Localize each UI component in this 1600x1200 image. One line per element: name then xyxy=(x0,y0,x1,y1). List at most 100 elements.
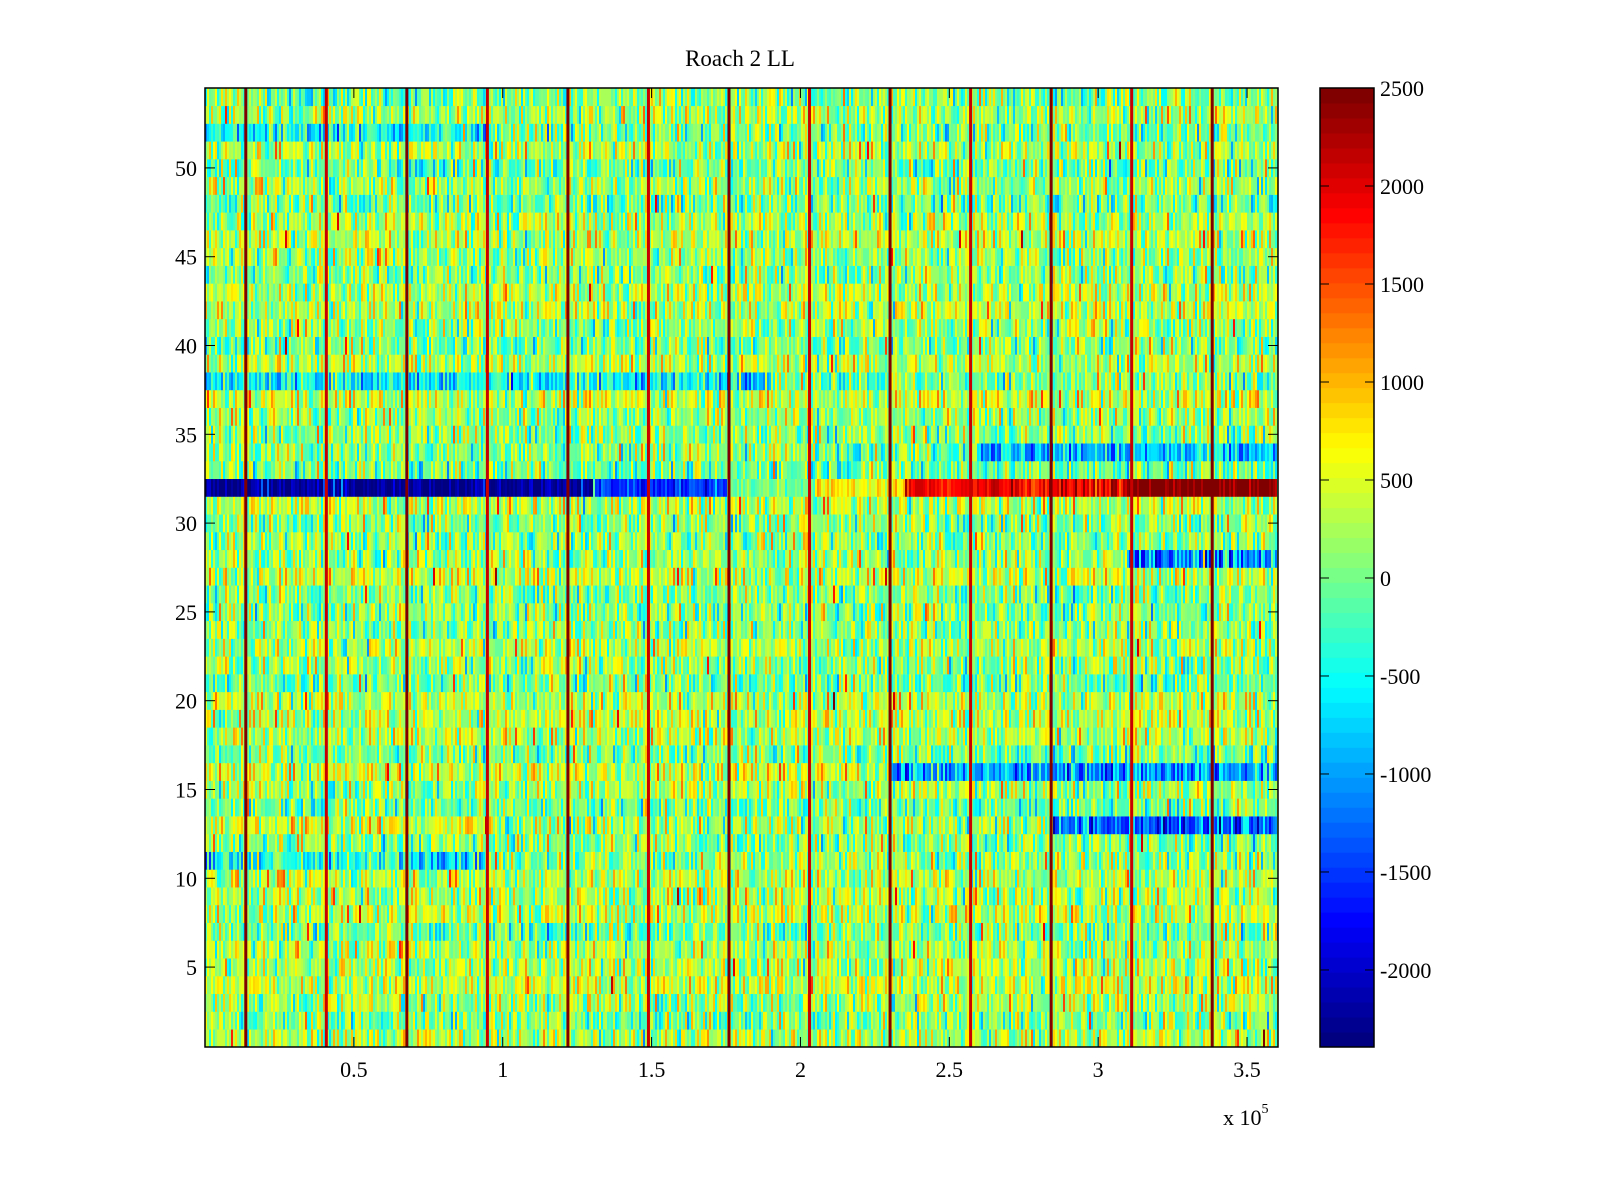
heatmap-cell xyxy=(1083,940,1085,958)
heatmap-cell xyxy=(935,1011,937,1029)
heatmap-cell xyxy=(371,905,373,923)
heatmap-cell xyxy=(1199,958,1201,976)
heatmap-cell xyxy=(735,994,737,1012)
heatmap-cell xyxy=(709,958,711,976)
heatmap-cell xyxy=(917,958,919,976)
heatmap-cell xyxy=(959,1011,961,1029)
heatmap-cell xyxy=(881,994,883,1012)
heatmap-cell xyxy=(515,1011,517,1029)
heatmap-cell xyxy=(381,869,383,887)
heatmap-cell xyxy=(1057,905,1059,923)
heatmap-cell xyxy=(873,940,875,958)
heatmap-cell xyxy=(925,1011,927,1029)
heatmap-cell xyxy=(877,905,881,923)
heatmap-cell xyxy=(757,887,759,905)
heatmap-cell xyxy=(1079,1011,1081,1029)
heatmap-cell xyxy=(283,923,285,941)
heatmap-cell xyxy=(581,976,583,994)
heatmap-cell xyxy=(269,940,271,958)
heatmap-cell xyxy=(831,923,833,941)
heatmap-cell xyxy=(1065,940,1067,958)
heatmap-cell xyxy=(343,958,345,976)
heatmap-cell xyxy=(1177,887,1179,905)
heatmap-cell xyxy=(1263,887,1265,905)
heatmap-cell xyxy=(923,869,925,887)
heatmap-cell xyxy=(645,1029,647,1047)
heatmap-cell xyxy=(469,887,471,905)
heatmap-cell xyxy=(303,976,305,994)
heatmap-cell xyxy=(611,958,613,976)
heatmap-cell xyxy=(397,905,399,923)
heatmap-cell xyxy=(1041,1011,1043,1029)
heatmap-cell xyxy=(339,1011,341,1029)
heatmap-cell xyxy=(637,923,639,941)
heatmap-cell xyxy=(299,923,301,941)
heatmap-cell xyxy=(1243,1029,1245,1047)
heatmap-cell xyxy=(1167,905,1169,923)
heatmap-cell xyxy=(993,869,995,887)
heatmap-cell xyxy=(383,887,385,905)
heatmap-cell xyxy=(843,1011,845,1029)
heatmap-cell xyxy=(1037,976,1039,994)
heatmap-cell xyxy=(699,958,701,976)
heatmap-cell xyxy=(867,923,869,941)
heatmap-cell xyxy=(1059,1011,1063,1029)
heatmap-cell xyxy=(891,994,895,1012)
heatmap-cell xyxy=(1259,976,1261,994)
heatmap-cell xyxy=(1145,923,1147,941)
heatmap-cell xyxy=(953,869,955,887)
heatmap-cell xyxy=(605,923,607,941)
heatmap-cell xyxy=(1097,976,1099,994)
heatmap-cell xyxy=(1137,1011,1139,1029)
heatmap-cell xyxy=(581,923,583,941)
heatmap-cell xyxy=(1081,958,1083,976)
heatmap-cell xyxy=(599,940,601,958)
heatmap-cell xyxy=(1119,923,1121,941)
heatmap-cell xyxy=(1155,994,1157,1012)
heatmap-cell xyxy=(537,887,539,905)
heatmap-cell xyxy=(415,994,417,1012)
heatmap-cell xyxy=(547,869,551,887)
heatmap-cell xyxy=(613,1011,615,1029)
heatmap-cell xyxy=(711,1011,713,1029)
heatmap-cell xyxy=(715,905,717,923)
heatmap-cell xyxy=(1219,976,1221,994)
heatmap-cell xyxy=(377,1029,379,1047)
heatmap-cell xyxy=(937,887,939,905)
heatmap-cell xyxy=(939,940,941,958)
heatmap-cell xyxy=(211,887,213,905)
heatmap-cell xyxy=(1229,887,1233,905)
heatmap-cell xyxy=(1179,994,1181,1012)
heatmap-cell xyxy=(765,958,767,976)
heatmap-cell xyxy=(469,994,471,1012)
heatmap-cell xyxy=(1215,1011,1217,1029)
heatmap-cell xyxy=(663,905,665,923)
heatmap-cell xyxy=(1215,958,1217,976)
heatmap-cell xyxy=(751,1029,753,1047)
heatmap-cell xyxy=(381,887,383,905)
heatmap-cell xyxy=(441,869,443,887)
heatmap-cell xyxy=(973,958,975,976)
heatmap-cell xyxy=(1151,1011,1153,1029)
heatmap-cell xyxy=(707,994,709,1012)
heatmap-cell xyxy=(687,994,689,1012)
heatmap-cell xyxy=(287,940,289,958)
heatmap-cell xyxy=(563,923,565,941)
heatmap-cell xyxy=(423,994,425,1012)
heatmap-cell xyxy=(617,994,619,1012)
heatmap-cell xyxy=(639,869,641,887)
heatmap-cell xyxy=(1165,958,1167,976)
heatmap-cell xyxy=(387,887,391,905)
heatmap-cell xyxy=(947,958,949,976)
heatmap-cell xyxy=(801,887,803,905)
heatmap-cell xyxy=(941,958,943,976)
heatmap-cell xyxy=(479,958,481,976)
heatmap-cell xyxy=(705,869,709,887)
heatmap-cell xyxy=(885,905,887,923)
heatmap-cell xyxy=(1153,1029,1155,1047)
heatmap-cell xyxy=(679,1011,681,1029)
heatmap-cell xyxy=(725,1029,727,1047)
heatmap-cell xyxy=(1163,923,1165,941)
heatmap-cell xyxy=(209,994,211,1012)
heatmap-cell xyxy=(1065,1029,1067,1047)
